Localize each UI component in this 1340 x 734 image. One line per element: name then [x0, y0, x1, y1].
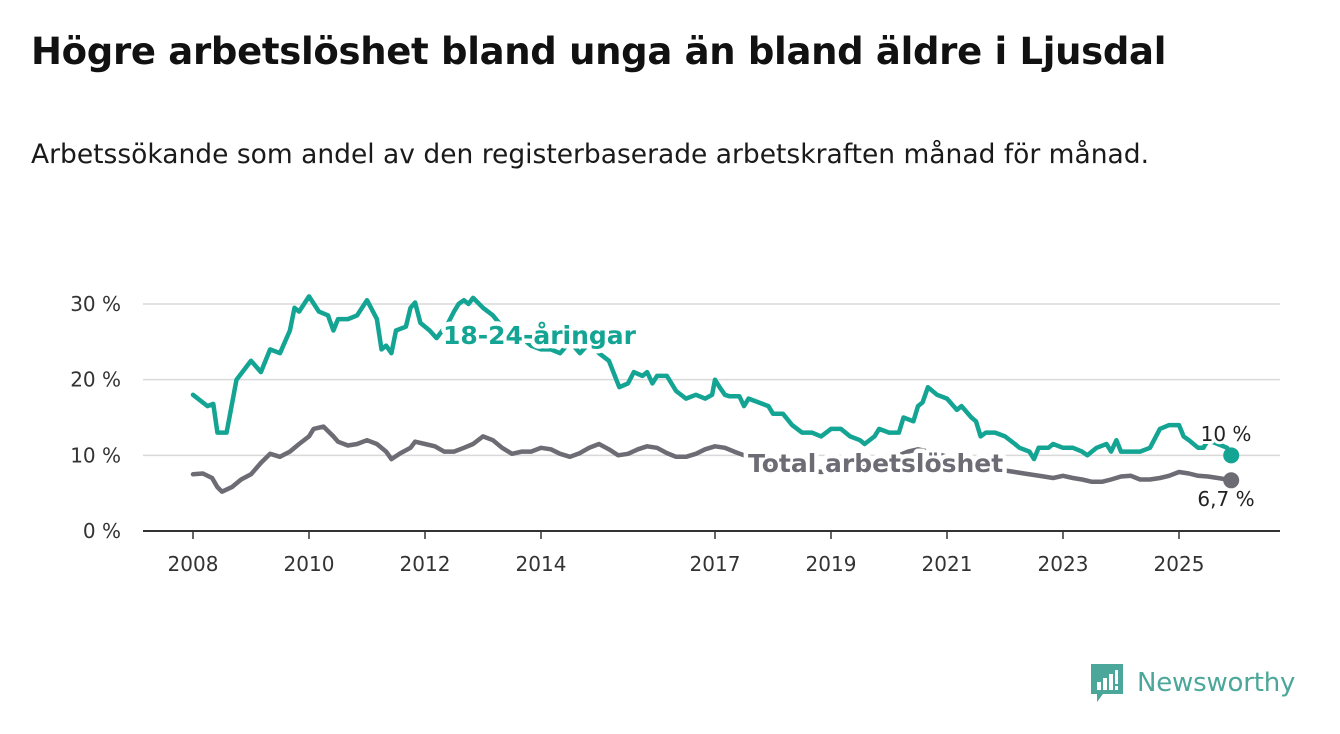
- x-tick-label: 2021: [922, 552, 973, 576]
- x-tick-label: 2014: [516, 552, 567, 576]
- y-axis: 0 % 10 % 20 % 30 %: [70, 292, 121, 543]
- chart-subtitle: Arbetssökande som andel av den registerb…: [31, 139, 1150, 170]
- y-tick-label: 0 %: [83, 519, 121, 543]
- y-tick-label: 10 %: [70, 443, 121, 467]
- series-line-total: [190, 424, 1234, 494]
- y-tick-label: 30 %: [70, 292, 121, 316]
- end-label-total: 6,7 %: [1197, 487, 1254, 511]
- brand-logo: Newsworthy: [1089, 662, 1295, 704]
- x-tick-label: 2023: [1038, 552, 1089, 576]
- end-label-total-halo: 6,7 %: [1197, 487, 1254, 511]
- x-tick-label: 2008: [168, 552, 219, 576]
- series-label-total-halo: Total arbetslöshet: [748, 449, 1003, 478]
- y-tick-label: 20 %: [70, 368, 121, 392]
- series-label-18-24: 18-24-åringar: [443, 321, 637, 350]
- brand-name: Newsworthy: [1137, 668, 1296, 698]
- series-line-18-24: [190, 294, 1234, 462]
- series-label-total: Total arbetslöshet: [748, 449, 1003, 478]
- x-tick-label: 2017: [690, 552, 741, 576]
- end-label-18-24: 10 %: [1201, 422, 1252, 446]
- x-tick-label: 2025: [1154, 552, 1205, 576]
- end-point-18-24: [1223, 447, 1240, 464]
- x-tick-label: 2019: [806, 552, 857, 576]
- newsworthy-logo-icon: [1091, 664, 1123, 702]
- end-point-total: [1223, 472, 1240, 489]
- x-tick-label: 2012: [400, 552, 451, 576]
- series-lines: [190, 294, 1240, 494]
- end-label-18-24-halo: 10 %: [1201, 422, 1252, 446]
- x-tick-label: 2010: [284, 552, 335, 576]
- x-axis: 2008 2010 2012 2014 2017 2019 2021 2023 2025: [168, 531, 1205, 576]
- series-label-18-24-halo: 18-24-åringar: [443, 321, 637, 350]
- grid-lines: [143, 303, 1280, 532]
- chart-title: Högre arbetslöshet bland unga än bland ä…: [31, 30, 1167, 73]
